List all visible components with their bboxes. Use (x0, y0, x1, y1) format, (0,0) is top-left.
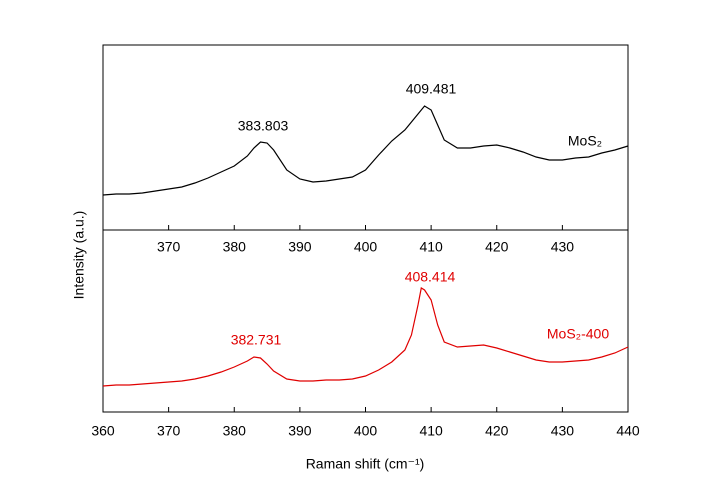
x-tick-label: 430 (551, 423, 575, 439)
x-tick-label: 400 (354, 423, 378, 439)
panel-frame (102, 229, 629, 413)
x-tick-label: 410 (419, 423, 443, 439)
spectrum-line (102, 105, 629, 196)
peak-label: 408.414 (405, 269, 456, 285)
series-label: MoS₂-400 (547, 326, 609, 342)
x-tick-label: 380 (223, 239, 247, 255)
spectrum-line (102, 287, 629, 387)
x-tick-label: 360 (91, 423, 115, 439)
x-tick-label: 380 (223, 423, 247, 439)
x-tick-label: 440 (616, 423, 640, 439)
series-label: MoS₂ (568, 133, 602, 149)
x-tick-label: 410 (419, 239, 443, 255)
panel-frame (102, 44, 629, 231)
x-tick-label: 370 (157, 423, 181, 439)
peak-label: 383.803 (238, 118, 289, 134)
x-axis-label: Raman shift (cm⁻¹) (306, 456, 425, 472)
x-tick-label: 420 (485, 239, 509, 255)
x-tick-label: 430 (551, 239, 575, 255)
x-tick-label: 370 (157, 239, 181, 255)
x-tick-label: 390 (288, 423, 312, 439)
x-tick-label: 390 (288, 239, 312, 255)
peak-label: 409.481 (406, 81, 457, 97)
x-tick-label: 400 (354, 239, 378, 255)
x-tick-label: 420 (485, 423, 509, 439)
y-axis-label: Intensity (a.u.) (71, 211, 87, 300)
peak-label: 382.731 (231, 332, 282, 348)
